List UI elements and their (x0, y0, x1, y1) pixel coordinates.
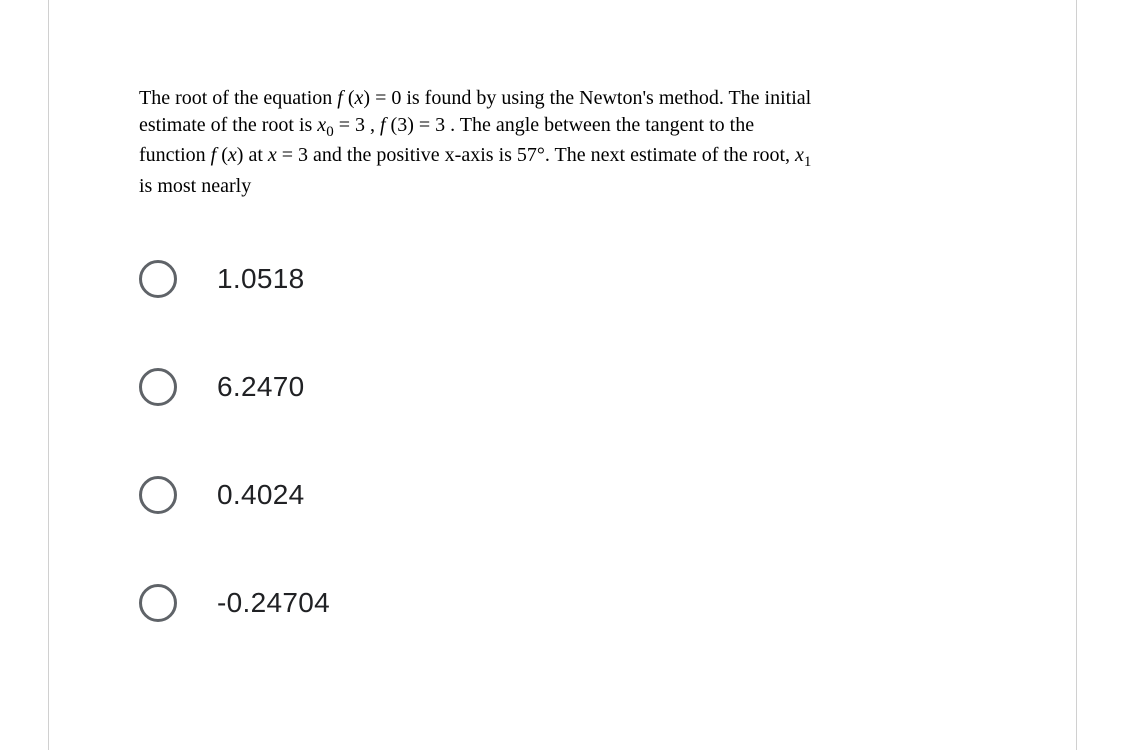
q-text-part: estimate of the root is (139, 114, 317, 136)
option-label: 6.2470 (217, 371, 304, 403)
q-text-part: function (139, 144, 211, 166)
q-text-part: The root of the equation (139, 87, 337, 109)
radio-icon[interactable] (139, 584, 177, 622)
q-text-part: is most nearly (139, 175, 251, 197)
q-text-part: ( (216, 144, 228, 166)
option-label: -0.24704 (217, 587, 330, 619)
q-text-part: = 3 and the positive x-axis is 57°. The … (277, 144, 795, 166)
option-row[interactable]: 1.0518 (139, 260, 986, 298)
q-text-part: (3) = 3 . The angle between the tangent … (386, 114, 755, 136)
q-text-part: ) at (237, 144, 268, 166)
question-text: The root of the equation f (x) = 0 is fo… (139, 85, 986, 200)
q-text-part: ) = 0 is found by using the Newton's met… (363, 87, 811, 109)
q-math-x: x (795, 144, 804, 166)
radio-icon[interactable] (139, 260, 177, 298)
q-math-x: x (317, 114, 326, 136)
q-text-part: = 3 , (334, 114, 380, 136)
q-math-x: x (228, 144, 237, 166)
radio-icon[interactable] (139, 368, 177, 406)
question-card: The root of the equation f (x) = 0 is fo… (48, 0, 1077, 750)
option-row[interactable]: 0.4024 (139, 476, 986, 514)
option-row[interactable]: -0.24704 (139, 584, 986, 622)
radio-icon[interactable] (139, 476, 177, 514)
option-label: 0.4024 (217, 479, 304, 511)
q-text-part: ( (343, 87, 355, 109)
option-row[interactable]: 6.2470 (139, 368, 986, 406)
option-label: 1.0518 (217, 263, 304, 295)
q-math-x: x (268, 144, 277, 166)
q-math-sub: 0 (326, 124, 334, 140)
q-math-sub: 1 (804, 154, 812, 170)
options-block: 1.0518 6.2470 0.4024 -0.24704 (139, 260, 986, 622)
